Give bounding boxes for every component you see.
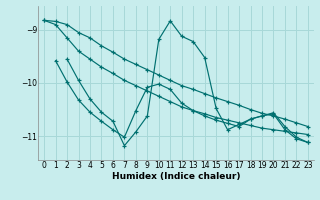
X-axis label: Humidex (Indice chaleur): Humidex (Indice chaleur) <box>112 172 240 181</box>
